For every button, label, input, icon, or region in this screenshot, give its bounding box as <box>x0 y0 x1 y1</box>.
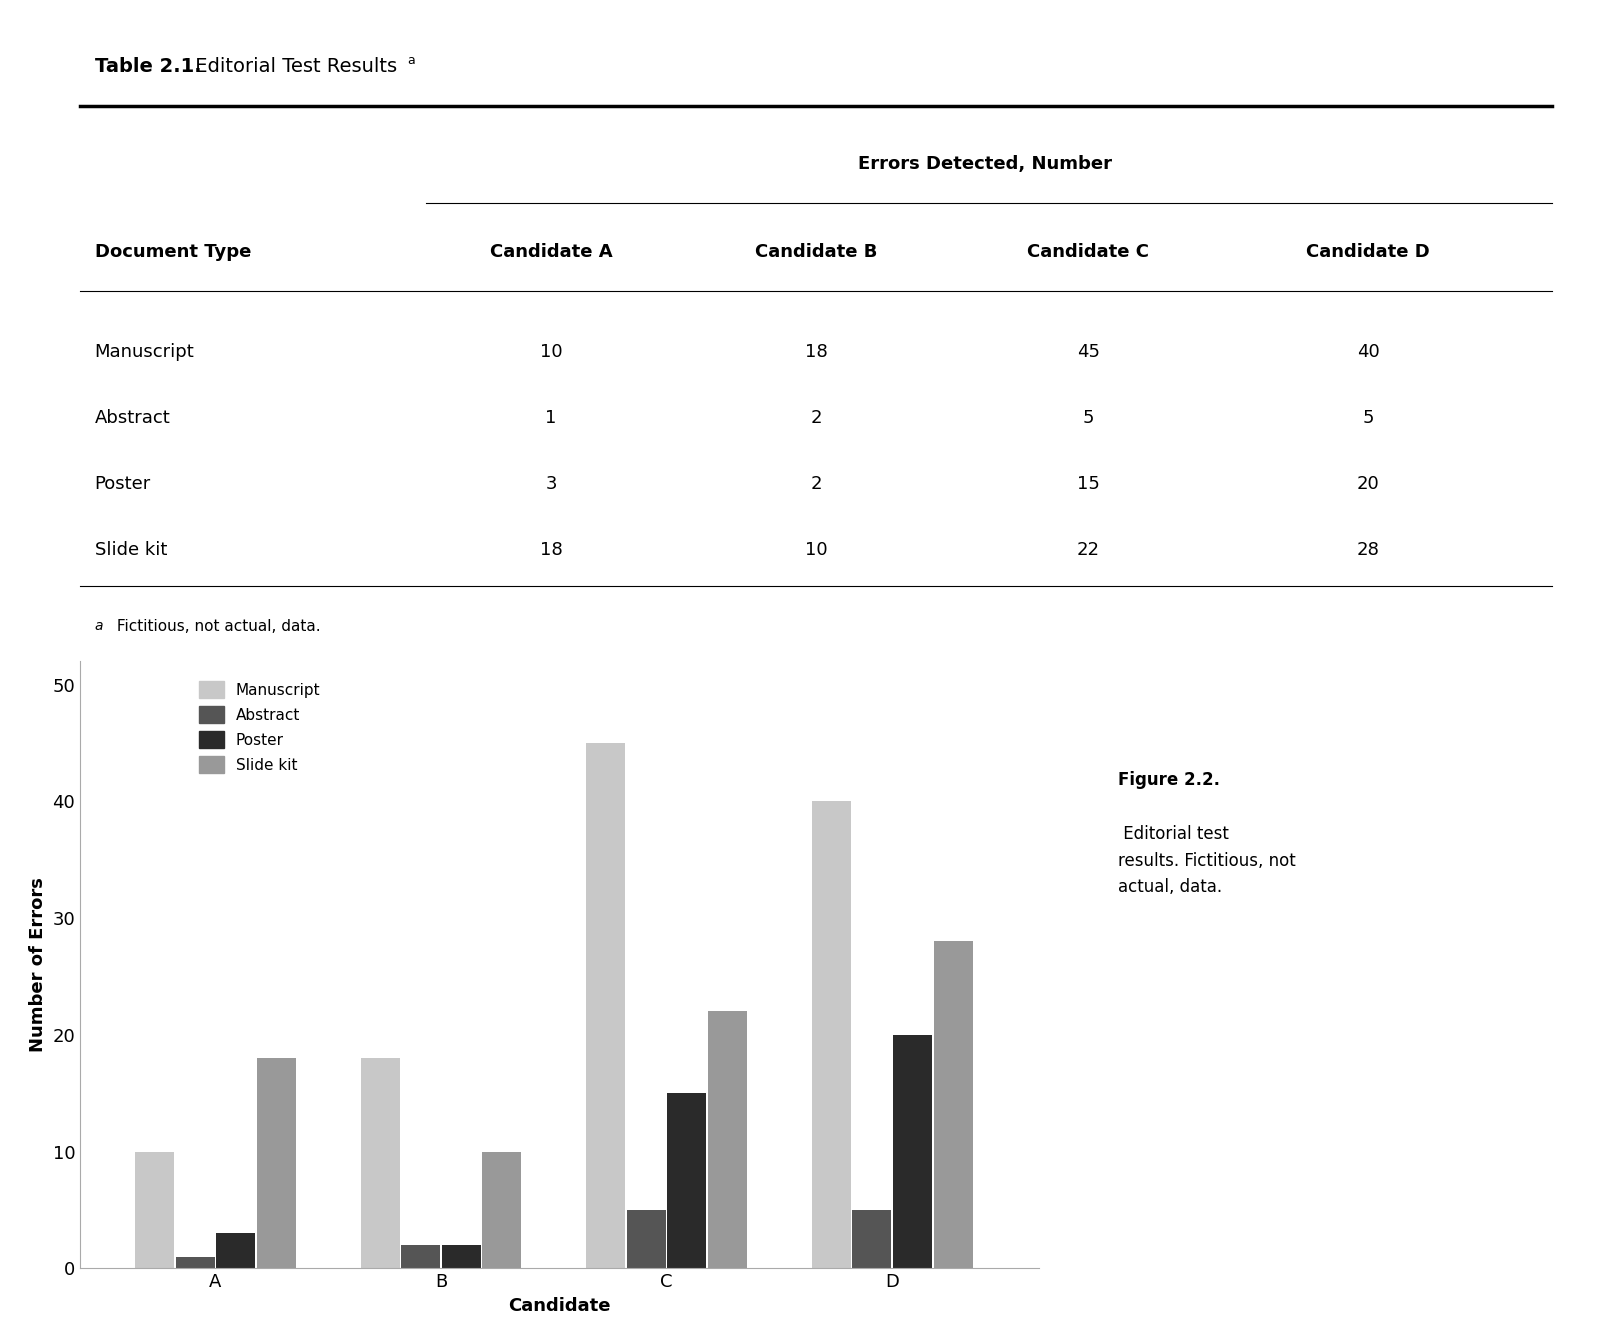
Text: a: a <box>406 53 414 67</box>
Text: 10: 10 <box>805 542 827 559</box>
Text: 40: 40 <box>1357 343 1379 360</box>
Bar <box>627 1210 666 1268</box>
Text: Table 2.1.: Table 2.1. <box>94 56 202 76</box>
Legend: Manuscript, Abstract, Poster, Slide kit: Manuscript, Abstract, Poster, Slide kit <box>194 676 326 780</box>
Text: 10: 10 <box>539 343 562 360</box>
Text: 5: 5 <box>1083 409 1094 427</box>
Bar <box>933 941 973 1268</box>
Y-axis label: Number of Errors: Number of Errors <box>29 877 46 1052</box>
Text: Slide kit: Slide kit <box>94 542 166 559</box>
Bar <box>134 1152 174 1268</box>
Text: 28: 28 <box>1357 542 1379 559</box>
Bar <box>176 1256 214 1268</box>
Text: Candidate C: Candidate C <box>1027 243 1149 262</box>
Text: 2: 2 <box>810 409 822 427</box>
Text: Fictitious, not actual, data.: Fictitious, not actual, data. <box>112 619 322 634</box>
Text: 2: 2 <box>810 475 822 493</box>
Bar <box>442 1246 480 1268</box>
Text: 45: 45 <box>1077 343 1099 360</box>
Bar <box>402 1246 440 1268</box>
Text: a: a <box>94 619 104 633</box>
Text: Abstract: Abstract <box>94 409 171 427</box>
Text: Document Type: Document Type <box>94 243 251 262</box>
Text: Editorial test
results. Fictitious, not
actual, data.: Editorial test results. Fictitious, not … <box>1118 825 1296 896</box>
Text: 18: 18 <box>805 343 827 360</box>
Text: Manuscript: Manuscript <box>94 343 195 360</box>
Text: 1: 1 <box>546 409 557 427</box>
Bar <box>360 1059 400 1268</box>
Text: 20: 20 <box>1357 475 1379 493</box>
Text: Poster: Poster <box>94 475 150 493</box>
Text: 15: 15 <box>1077 475 1099 493</box>
Bar <box>707 1012 747 1268</box>
Bar <box>893 1035 931 1268</box>
Bar <box>216 1234 254 1268</box>
Bar <box>256 1059 296 1268</box>
Text: Editorial Test Results: Editorial Test Results <box>189 56 397 76</box>
Bar <box>811 801 851 1268</box>
Text: Figure 2.2.: Figure 2.2. <box>1118 770 1221 789</box>
Bar <box>667 1093 706 1268</box>
X-axis label: Candidate: Candidate <box>509 1296 611 1315</box>
Text: Candidate A: Candidate A <box>490 243 613 262</box>
Text: 5: 5 <box>1362 409 1374 427</box>
Bar <box>586 744 626 1268</box>
Text: 18: 18 <box>539 542 563 559</box>
Text: Candidate D: Candidate D <box>1306 243 1430 262</box>
Bar <box>482 1152 522 1268</box>
Bar <box>853 1210 891 1268</box>
Text: Errors Detected, Number: Errors Detected, Number <box>858 155 1112 174</box>
Text: 3: 3 <box>546 475 557 493</box>
Text: 22: 22 <box>1077 542 1099 559</box>
Text: Candidate B: Candidate B <box>755 243 877 262</box>
